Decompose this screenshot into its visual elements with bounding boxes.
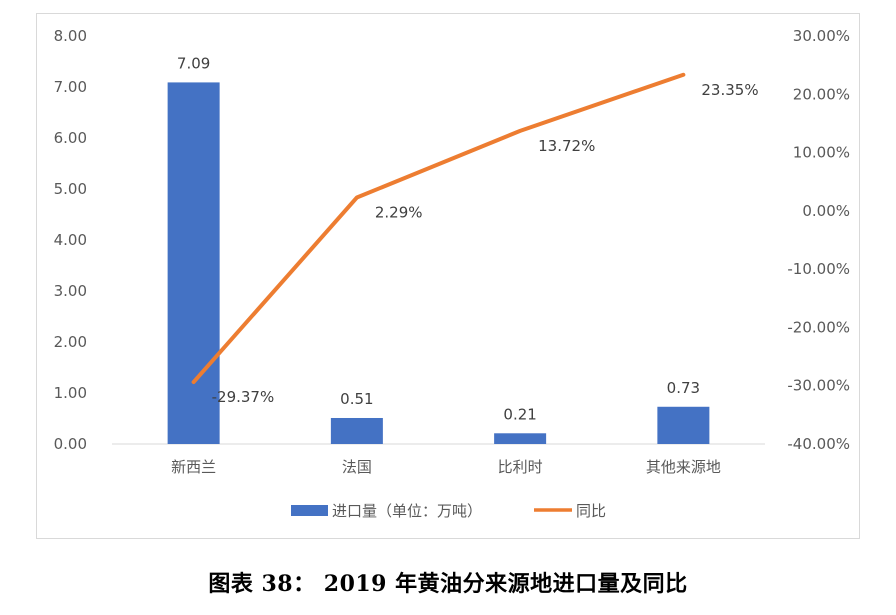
y-right-tick-label: 20.00% [793,85,850,103]
y-left-tick-label: 0.00 [54,435,87,453]
line-data-label: 2.29% [375,204,423,222]
line-data-label: 13.72% [538,137,595,155]
x-category-label: 法国 [342,458,372,476]
y-right-tick-label: 30.00% [793,27,850,45]
y-left-tick-label: 2.00 [54,333,87,351]
bar-data-label: 0.51 [340,390,373,408]
y-right-tick-label: -30.00% [787,377,850,395]
y-right-tick-label: 0.00% [802,202,850,220]
y-left-tick-label: 7.00 [54,78,87,96]
y-right-tick-label: -10.00% [787,260,850,278]
bar-data-label: 0.73 [667,379,700,397]
y-left-tick-label: 1.00 [54,384,87,402]
legend-line-label: 同比 [576,502,606,520]
y-left-tick-label: 4.00 [54,231,87,249]
bar-data-label: 7.09 [177,54,210,72]
legend-bar-swatch [291,505,328,516]
axes-layer: 0.00 1.00 2.00 3.00 4.00 5.00 6.00 7.00 8.00 -40.… [54,27,850,476]
line-layer [191,72,686,385]
line-data-label: 23.35% [701,81,758,99]
y-right-tick-label: 10.00% [793,144,850,162]
bar [657,406,710,444]
y-left-tick-label: 3.00 [54,282,87,300]
y-left-tick-label: 6.00 [54,129,87,147]
yoy-line [191,72,686,385]
legend: 进口量（单位：万吨） 同比 [291,502,606,520]
legend-bar-label: 进口量（单位：万吨） [332,502,482,520]
bar [330,417,383,444]
combo-chart: 0.00 1.00 2.00 3.00 4.00 5.00 6.00 7.00 8.00 -40.… [54,27,850,520]
y-right-tick-label: -20.00% [787,318,850,336]
line-data-label: -29.37% [212,388,275,406]
x-category-label: 新西兰 [171,458,216,476]
labels-layer: 7.09 0.51 0.21 0.73 -29.37% 2.29% 13.72% 23.35% [177,54,759,423]
y-left-tick-label: 8.00 [54,27,87,45]
figure-caption: 图表 38： 2019 年黄油分来源地进口量及同比 [208,571,688,597]
y-left-tick-label: 5.00 [54,180,87,198]
x-category-label: 其他来源地 [646,458,721,476]
x-category-label: 比利时 [498,458,543,476]
y-right-tick-label: -40.00% [787,435,850,453]
bar-data-label: 0.21 [503,405,536,423]
bar [494,433,547,444]
chart-frame: 0.00 1.00 2.00 3.00 4.00 5.00 6.00 7.00 8.00 -40.… [36,13,860,539]
